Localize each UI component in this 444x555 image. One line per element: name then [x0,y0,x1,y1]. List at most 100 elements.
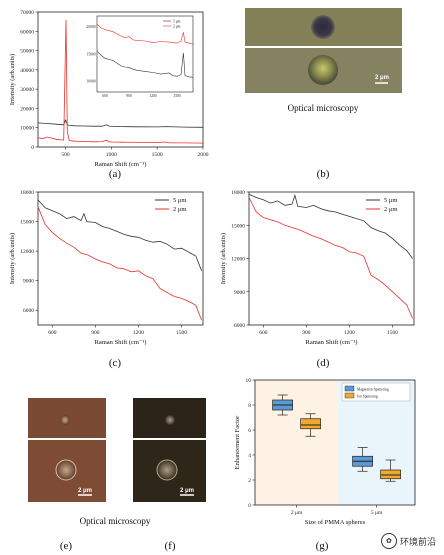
y-tick-label: 6000 [234,323,245,329]
y-tick-label: 15000 [20,220,34,226]
sphere-yellow [308,55,338,85]
x-tick-label: 1200 [133,330,144,336]
legend-label: Magnetron Sputtering [357,387,389,391]
inset-legend-label: 5 μm [173,19,181,23]
x-axis-label: Raman Shift (cm⁻¹) [95,161,147,168]
sphere-e-large [55,459,77,481]
y-tick-label: 12000 [20,249,34,255]
y-axis-label: Intensity (arb.units) [220,233,227,284]
series-line-2um [37,206,202,321]
caption-b: (b) [317,168,330,180]
y-tick-label: 2 [248,478,251,484]
series-line-2um [248,197,413,319]
y-axis-label: Intensity (arb.units) [9,54,16,105]
legend-label: 5 μm [384,197,397,204]
legend-label: 2 μm [384,206,397,213]
x-tick-label: 1500 [176,330,187,336]
watermark-text: 环境前沿 [399,537,436,548]
bg-left [255,380,339,505]
sphere-e-small [60,415,70,425]
y-tick-label: 8 [248,403,251,409]
y-tick-label: 30000 [20,87,34,93]
x-tick-label: 1000 [106,152,117,158]
optical-label-bottom: Optical microscopy [80,516,151,526]
sphere-f-large [156,459,178,481]
x-axis-label: Raman Shift (cm⁻¹) [95,339,147,346]
x-tick-label: 500 [61,152,70,158]
legend-swatch [344,385,355,392]
x-tick-label: 5 μm [371,510,383,516]
y-tick-label: 15000 [231,223,245,229]
wechat-icon: ✿ [380,533,397,549]
legend-swatch [344,392,355,399]
box-ion [380,469,401,480]
y-axis-label: Intensity (arb.units) [9,233,16,284]
series-line-2um [37,19,204,144]
series-line-5um [37,199,202,271]
x-tick-label: 2 μm [291,510,303,516]
legend-box [341,382,411,402]
y-tick-label: 4 [248,453,251,459]
panel-b-images: 2 μm [245,8,402,93]
caption-a: (a) [109,168,122,180]
watermark: ✿ 环境前沿 [380,533,436,549]
chart-c: 600 900 1200 1500 6000 9000 12000 15000 18000 Ram… [9,190,204,346]
y-tick-label: 6 [248,428,251,434]
caption-f: (f) [165,540,176,552]
plot-frame [37,191,204,326]
y-tick-label: 12000 [231,257,245,263]
y-tick-label: 0 [248,503,251,509]
x-tick-label: 900 [91,330,100,336]
inset-series-2um [96,23,194,45]
y-tick-label: 10000 [20,126,34,132]
inset-y-tick-label: 20000 [87,25,96,29]
inset-frame [96,15,194,93]
scale-label-e: 2 μm [78,488,92,494]
caption-g: (g) [316,540,329,552]
y-axis-label: Enhancement Factor [234,415,241,469]
legend-label: 2 μm [173,206,186,213]
x-axis-label: Size of PMMA spheres [305,519,366,526]
panel-e-images: 2 μm [28,398,106,502]
y-tick-label: 10 [246,378,252,384]
legend-label: Ion Sputtering [357,394,378,398]
inset-x-tick-label: 1500 [173,94,180,98]
scale-label-b: 2 μm [375,75,389,81]
caption-c: (c) [109,357,122,369]
inset-x-tick-label: 1200 [149,94,156,98]
y-tick-label: 9000 [23,279,34,285]
inset-x-tick-label: 900 [126,94,132,98]
x-tick-label: 1500 [387,330,398,336]
y-tick-label: 60000 [20,29,34,35]
y-tick-label: 18000 [231,190,245,196]
chart-g: 0 2 4 6 8 10 2 μm 5 μm Size of PMMA spheres Enhan… [234,378,416,526]
caption-e: (e) [60,540,73,552]
caption-d: (d) [317,357,330,369]
y-tick-label: 40000 [20,68,34,74]
panel-f-images: 2 μm [133,398,206,502]
inset-y-tick-label: 15000 [87,52,96,56]
chart-a: 500 1000 1500 20000 10000 20000 30000 40000 5000… [9,10,209,168]
plot-frame [254,379,416,506]
plot-frame [37,11,204,148]
inset-series-5um [96,51,194,78]
y-tick-label: 6000 [23,308,34,314]
y-tick-label: 50000 [20,49,34,55]
y-tick-label: 9000 [234,290,245,296]
x-tick-label: 1500 [152,152,163,158]
sphere-f-small [165,415,175,425]
optical-label-top: Optical microscopy [288,103,359,113]
x-tick-label: 600 [48,330,57,336]
inset-y-tick-label: 10000 [87,79,96,83]
legend-label: 5 μm [173,197,186,204]
x-tick-label: 1200 [344,330,355,336]
y-tick-label: 70000 [20,10,34,16]
y-tick-label: 20000 [20,106,34,112]
sphere-dark [311,15,335,39]
y-tick-label: 18000 [20,190,34,196]
inset-legend-label: 2 μm [173,24,181,28]
chart-d: 600 900 1200 1500 6000 9000 12000 15000 18000 Ram… [220,190,415,346]
x-axis-label: Raman Shift (cm⁻¹) [306,339,358,346]
series-line-5um [248,193,413,259]
